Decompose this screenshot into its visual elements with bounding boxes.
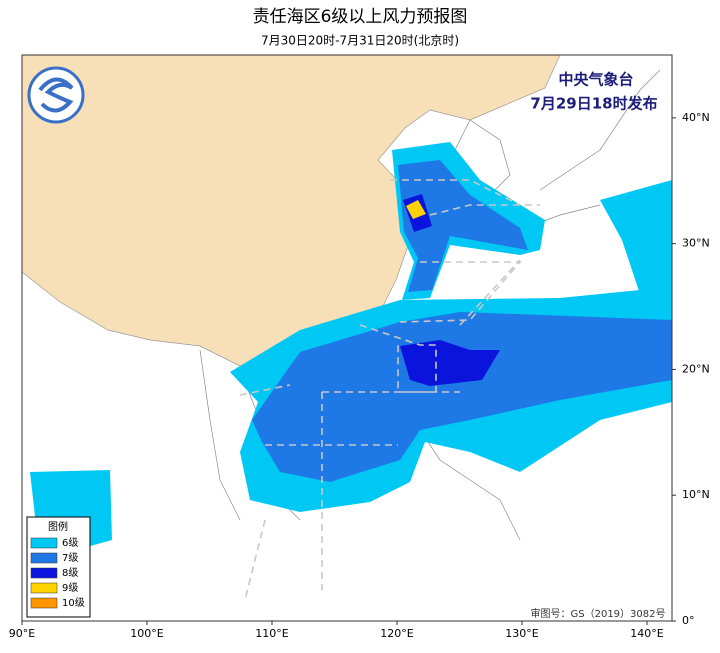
y-tick-label: 10°N: [682, 488, 710, 501]
map-frame: [21, 54, 673, 622]
title: 责任海区6级以上风力预报图: [253, 7, 468, 27]
legend: 图例 6级 7级 8级 9级 10级: [26, 516, 91, 618]
y-tick-label: 0°: [682, 614, 695, 627]
wind-areas: [30, 142, 672, 560]
y-tick-label: 40°N: [682, 111, 710, 124]
legend-label: 10级: [62, 597, 85, 609]
legend-title: 图例: [48, 520, 68, 533]
wind-area: [600, 180, 672, 300]
x-tick-label: 110°E: [255, 627, 288, 640]
x-tick-label: 130°E: [505, 627, 538, 640]
wind-area: [406, 200, 426, 219]
x-tick-label: 140°E: [630, 627, 663, 640]
legend-swatch: [30, 537, 58, 549]
issue-time: 7月29日18时发布: [530, 95, 657, 113]
approval-number: 审图号：GS（2019）3082号: [531, 607, 666, 620]
legend-label: 8级: [62, 567, 78, 579]
y-tick-label: 30°N: [682, 237, 710, 250]
x-tick-label: 100°E: [130, 627, 163, 640]
land-china: [21, 54, 561, 367]
sea-area-boundary: [239, 179, 540, 601]
x-tick-label: 120°E: [380, 627, 413, 640]
logo: [27, 66, 85, 124]
legend-label: 7级: [62, 552, 78, 564]
wind-area: [400, 340, 500, 386]
wind-area: [398, 160, 528, 292]
y-tick-label: 20°N: [682, 362, 710, 375]
legend-swatch: [30, 552, 58, 564]
legend-swatch: [30, 567, 58, 579]
map: [21, 54, 673, 622]
logo-mark: [38, 77, 74, 113]
wind-area: [252, 312, 672, 482]
subtitle: 7月30日20时-7月31日20时(北京时): [261, 34, 459, 48]
legend-label: 9级: [62, 582, 78, 594]
legend-swatch: [30, 597, 58, 609]
x-tick-label: 90°E: [9, 627, 35, 640]
issuer-name: 中央气象台: [558, 71, 633, 89]
legend-swatch: [30, 582, 58, 594]
legend-label: 6级: [62, 537, 78, 549]
